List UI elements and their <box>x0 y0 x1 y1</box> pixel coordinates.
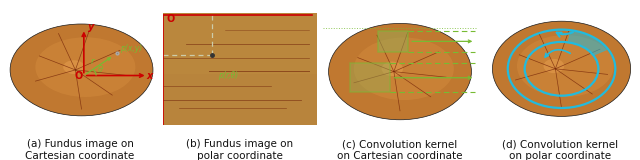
Ellipse shape <box>328 23 472 120</box>
Ellipse shape <box>381 62 403 76</box>
Bar <box>350 63 390 92</box>
Text: θ: θ <box>98 65 103 74</box>
Text: (b) Fundus image on
polar coordinate: (b) Fundus image on polar coordinate <box>186 139 294 160</box>
Bar <box>163 13 317 74</box>
Text: (d) Convolution kernel
on polar coordinate: (d) Convolution kernel on polar coordina… <box>502 139 618 160</box>
Ellipse shape <box>63 60 84 74</box>
Text: O: O <box>75 71 83 81</box>
Text: p(r,θ): p(r,θ) <box>218 71 239 80</box>
Ellipse shape <box>354 37 454 100</box>
Text: r: r <box>91 57 95 66</box>
Ellipse shape <box>517 35 614 97</box>
Text: p(x,y): p(x,y) <box>120 44 142 53</box>
Text: O: O <box>166 14 175 24</box>
Text: (a) Fundus image on
Cartesian coordinate: (a) Fundus image on Cartesian coordinate <box>26 139 134 160</box>
Ellipse shape <box>10 24 153 116</box>
Text: x: x <box>146 71 152 81</box>
Ellipse shape <box>492 21 630 116</box>
Ellipse shape <box>35 37 136 97</box>
Text: y: y <box>88 22 94 32</box>
Ellipse shape <box>543 59 564 73</box>
Text: (c) Convolution kernel
on Cartesian coordinate: (c) Convolution kernel on Cartesian coor… <box>337 139 463 160</box>
Wedge shape <box>568 30 608 55</box>
Bar <box>378 31 408 52</box>
